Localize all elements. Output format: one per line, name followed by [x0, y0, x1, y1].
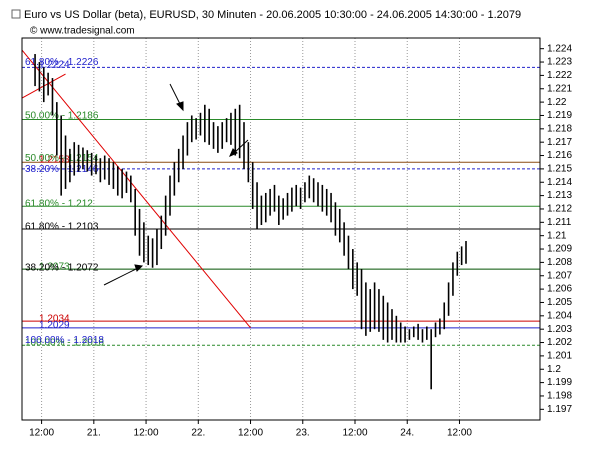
y-tick-label: 1.204: [547, 310, 572, 321]
y-tick-label: 1.215: [547, 164, 572, 175]
y-tick-label: 1.21: [547, 230, 567, 241]
trendline: [21, 49, 251, 329]
y-tick-label: 1.22: [547, 97, 567, 108]
level-label: 1.2224: [39, 60, 70, 71]
arrow: [103, 267, 139, 286]
plot-area: 12:00 21. 12:00 22. 12:00 23. 12:00 24. 12:00 1.1…: [21, 38, 572, 439]
arrow: [169, 83, 182, 107]
y-tick-label: 1.219: [547, 110, 572, 121]
level-label: 1.2153: [39, 155, 70, 166]
arrow: [233, 139, 249, 154]
y-tick-label: 1.208: [547, 257, 572, 268]
y-tick-label: 1.213: [547, 190, 572, 201]
y-tick-label: 1.224: [547, 43, 572, 54]
y-tick-label: 1.206: [547, 284, 572, 295]
x-tick-label: 12:00: [238, 428, 263, 439]
level-label: 100.00% - 1.2016: [25, 338, 104, 349]
chart-title: Euro vs US Dollar (beta), EURUSD, 30 Min…: [24, 9, 521, 21]
x-tick-label: 22.: [191, 428, 205, 439]
x-tick-label: 23.: [296, 428, 310, 439]
y-tick-label: 1.2: [547, 364, 561, 375]
y-tick-label: 1.217: [547, 137, 572, 148]
x-tick-label: 21.: [87, 428, 101, 439]
y-tick-label: 1.198: [547, 391, 572, 402]
level-label: 61.80% - 1.2226: [25, 57, 99, 68]
y-tick-label: 1.211: [547, 217, 572, 228]
level-label: 1.2034: [39, 313, 70, 324]
level-label: 61.80% - 1.2103: [25, 221, 99, 232]
y-tick-label: 1.202: [547, 337, 572, 348]
y-tick-label: 1.222: [547, 70, 572, 81]
y-tick-label: 1.214: [547, 177, 572, 188]
y-tick-label: 1.212: [547, 204, 572, 215]
watermark: © www.tradesignal.com: [30, 26, 135, 37]
level-label: 1.2073: [39, 261, 70, 272]
x-tick-label: 12:00: [447, 428, 472, 439]
title-icon: [11, 9, 21, 19]
y-tick-label: 1.218: [547, 123, 572, 134]
x-tick-label: 12:00: [29, 428, 54, 439]
arrow-head: [134, 264, 144, 272]
y-tick-label: 1.207: [547, 270, 572, 281]
arrow-head: [229, 148, 238, 157]
level-label: 38.20% - 1.2072: [25, 263, 99, 274]
y-tick-label: 1.209: [547, 244, 572, 255]
level-label: 61.80% - 1.212: [25, 199, 93, 210]
y-tick-label: 1.221: [547, 83, 572, 94]
x-tick-label: 24.: [400, 428, 414, 439]
x-tick-label: 12:00: [342, 428, 367, 439]
level-label: 100.00% - 1.2018: [25, 335, 104, 346]
y-tick-label: 1.205: [547, 297, 572, 308]
level-label: 1.2029: [39, 320, 70, 331]
y-tick-label: 1.197: [547, 404, 572, 415]
y-tick-label: 1.201: [547, 351, 572, 362]
y-tick-label: 1.199: [547, 377, 572, 388]
y-tick-label: 1.216: [547, 150, 572, 161]
plot-frame: [21, 37, 541, 421]
x-tick-label: 12:00: [134, 428, 159, 439]
y-tick-label: 1.223: [547, 57, 572, 68]
arrows: [103, 83, 249, 286]
arrow-head: [176, 101, 184, 112]
y-tick-label: 1.203: [547, 324, 572, 335]
